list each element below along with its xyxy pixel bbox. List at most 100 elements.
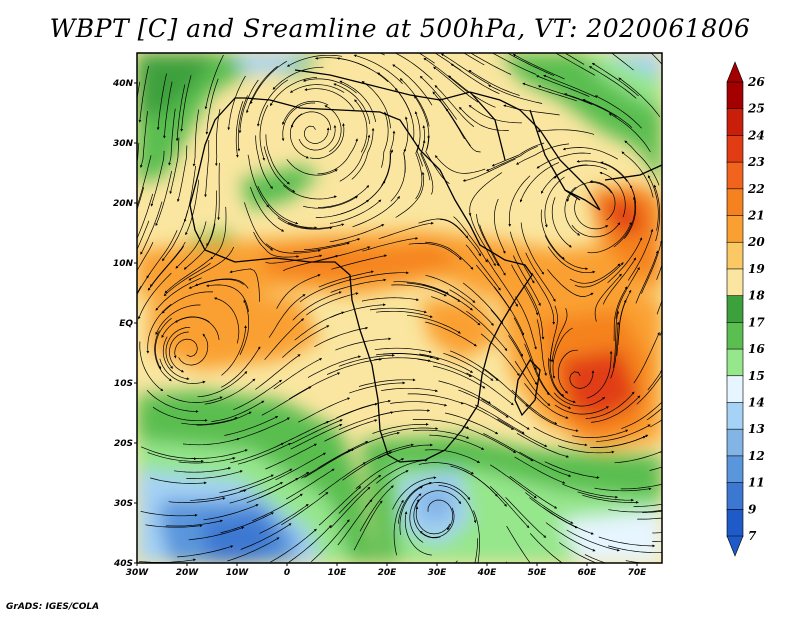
- streamline: [571, 222, 621, 238]
- streamline: [155, 277, 202, 311]
- streamline: [318, 270, 374, 288]
- streamline: [317, 138, 358, 175]
- streamline: [168, 497, 226, 503]
- streamline: [554, 53, 596, 76]
- streamline: [239, 468, 293, 492]
- streamline: [351, 127, 375, 180]
- streamline: [425, 274, 476, 303]
- colorbar-swatch: [726, 428, 744, 457]
- streamline: [286, 159, 338, 176]
- streamline: [394, 53, 433, 80]
- streamline: [139, 341, 164, 392]
- streamline: [137, 272, 151, 296]
- streamline: [637, 517, 662, 520]
- streamline: [433, 66, 479, 103]
- streamline: [174, 467, 232, 473]
- streamline: [463, 469, 507, 507]
- streamline: [569, 263, 621, 284]
- streamline: [229, 482, 284, 504]
- streamline: [310, 519, 350, 563]
- streamline: [265, 443, 317, 470]
- streamline: [541, 164, 588, 194]
- streamline: [298, 124, 337, 151]
- streamline: [375, 353, 433, 359]
- streamline: [527, 406, 579, 432]
- colorbar-label: 14: [748, 395, 765, 409]
- streamline: [287, 222, 345, 229]
- coastlines: [189, 69, 662, 463]
- streamline: [339, 134, 371, 182]
- lat-label: 20S: [114, 439, 133, 449]
- streamline: [330, 303, 386, 318]
- plot-frame: [136, 52, 663, 564]
- streamlines: [137, 53, 662, 563]
- colorbar-swatch: [726, 108, 744, 137]
- streamline: [551, 197, 572, 248]
- streamline: [329, 199, 382, 224]
- lon-label: 0: [284, 568, 290, 578]
- streamline: [440, 53, 490, 85]
- colorbar-label: 24: [747, 128, 765, 142]
- streamline: [462, 282, 504, 324]
- streamline: [486, 258, 518, 307]
- streamline: [174, 316, 220, 340]
- streamline: [377, 443, 433, 459]
- streamline: [481, 398, 530, 430]
- streamline: [468, 172, 503, 217]
- colorbar-label: 19: [748, 262, 765, 276]
- streamline: [185, 179, 200, 236]
- streamline: [506, 525, 531, 563]
- streamline: [569, 370, 595, 389]
- streamline: [361, 297, 420, 302]
- streamline: [547, 269, 594, 297]
- streamline: [255, 354, 301, 390]
- streamline: [204, 140, 210, 198]
- streamline: [309, 123, 345, 159]
- streamline: [491, 142, 545, 167]
- streamline: [627, 228, 654, 281]
- streamline: [213, 297, 240, 344]
- streamline: [420, 139, 434, 195]
- streamline: [337, 499, 373, 546]
- colorbar-swatch: [726, 161, 744, 190]
- streamline: [372, 422, 429, 434]
- streamline: [266, 204, 318, 230]
- streamline: [653, 184, 661, 242]
- streamline: [540, 209, 565, 260]
- streamline: [445, 412, 499, 435]
- streamline: [537, 129, 595, 135]
- streamline: [146, 390, 199, 413]
- streamline: [519, 162, 560, 203]
- colorbar-label: 25: [747, 102, 765, 116]
- chart-title: WBPT [C] and Sreamline at 500hPa, VT: 20…: [49, 14, 751, 43]
- streamline: [390, 401, 448, 407]
- longitude-labels: 30W 20W 10W 0 10E 20E 30E 40E 50E 60E 70E: [126, 568, 647, 578]
- streamline: [419, 507, 455, 538]
- streamline: [191, 449, 248, 459]
- streamline: [314, 246, 371, 263]
- streamline: [373, 409, 431, 418]
- streamline: [514, 360, 551, 407]
- streamline: [424, 449, 481, 463]
- streamline: [588, 66, 637, 99]
- lon-label: 60E: [578, 568, 598, 578]
- streamline: [381, 427, 439, 436]
- streamline: [393, 281, 449, 294]
- streamline: [292, 291, 342, 321]
- lon-label: 30W: [126, 568, 150, 578]
- streamline: [282, 325, 330, 358]
- streamline: [176, 145, 188, 203]
- streamline: [336, 57, 389, 82]
- streamline: [408, 243, 462, 260]
- streamline: [656, 263, 662, 280]
- colorbar-swatch: [726, 348, 744, 377]
- streamline: [587, 221, 632, 254]
- streamline: [484, 368, 529, 407]
- streamline: [180, 75, 192, 132]
- streamline: [515, 143, 570, 165]
- streamline: [259, 105, 269, 161]
- streamline: [646, 407, 662, 421]
- lat-label: 10N: [113, 259, 134, 269]
- streamline: [494, 286, 525, 336]
- streamline: [473, 510, 480, 563]
